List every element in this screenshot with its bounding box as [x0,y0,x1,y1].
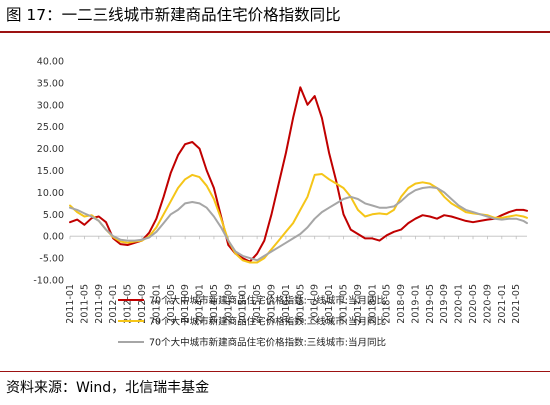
x-tick-label: 2019-05 [425,284,436,324]
x-tick-label: 2017-05 [338,284,349,324]
x-tick-label: 2016-01 [281,284,292,324]
x-tick-label: 2014-09 [223,284,234,324]
y-tick-label: 5.00 [43,210,64,221]
x-tick-label: 2019-09 [439,284,450,324]
legend: 70个大中城市新建商品住宅价格指数:一线城市:当月同比 70个大中城市新建商品住宅… [118,295,386,349]
y-tick-label: 20.00 [37,144,64,155]
x-tick-label: 2020-01 [454,284,465,324]
x-tick-label: 2021-01 [497,284,508,324]
legend-label: 70个大中城市新建商品住宅价格指数:二线城市:当月同比 [149,316,386,328]
x-tick-label: 2016-05 [295,284,306,324]
x-tick-label: 2015-01 [238,284,249,324]
x-tick-label: 2011-09 [94,284,105,324]
x-tick-label: 2013-01 [151,284,162,324]
x-tick-label: 2013-09 [180,284,191,324]
figure-title: 图 17：一二三线城市新建商品住宅价格指数同比 [6,6,341,24]
y-tick-label: 30.00 [37,100,64,111]
y-tick-label: 40.00 [37,57,64,68]
x-tick-label: 2011-01 [65,284,76,324]
source-note: 资料来源：Wind，北信瑞丰基金 [6,380,210,396]
x-tick-label: 2016-09 [310,284,321,324]
x-tick-label: 2017-09 [353,284,364,324]
legend-label: 70个大中城市新建商品住宅价格指数:一线城市:当月同比 [149,295,386,307]
y-tick-label: 0.00 [43,232,64,243]
x-tick-label: 2017-01 [324,284,335,324]
x-axis-tick-labels: 2011-01 2011-05 2011-09 2012-01 2012-05 2012-… [65,236,522,324]
y-tick-label: 25.00 [37,122,64,133]
x-tick-label: 2019-01 [410,284,421,324]
series-line-3 [69,186,528,262]
x-tick-label: 2018-01 [367,284,378,324]
x-tick-label: 2020-05 [468,284,479,324]
y-tick-label: 10.00 [37,188,64,199]
y-tick-label: -5.00 [39,254,64,265]
x-tick-label: 2012-05 [123,284,134,324]
source-divider [0,371,550,372]
x-tick-label: 2011-05 [79,284,90,324]
title-divider [0,31,550,33]
x-tick-label: 2015-09 [267,284,278,324]
legend-label: 70个大中城市新建商品住宅价格指数:三线城市:当月同比 [149,337,386,349]
y-tick-label: 15.00 [37,166,64,177]
y-axis-tick-labels: -10.00 -5.00 0.00 5.00 10.00 15.00 20.00 25.00 3… [33,57,64,287]
line-chart: -10.00 -5.00 0.00 5.00 10.00 15.00 20.00 25.00 3… [33,57,528,349]
x-tick-label: 2014-05 [209,284,220,324]
x-tick-label: 2018-05 [382,284,393,324]
series-lines [69,86,528,264]
y-tick-label: -10.00 [33,276,64,287]
series-line-1 [69,86,528,263]
x-tick-label: 2012-01 [108,284,119,324]
x-tick-label: 2012-09 [137,284,148,324]
x-tick-label: 2018-09 [396,284,407,324]
x-tick-label: 2021-05 [511,284,522,324]
y-tick-label: 35.00 [37,78,64,89]
x-tick-label: 2015-05 [252,284,263,324]
x-tick-label: 2020-09 [482,284,493,324]
x-tick-label: 2013-05 [166,284,177,324]
x-tick-label: 2014-01 [195,284,206,324]
